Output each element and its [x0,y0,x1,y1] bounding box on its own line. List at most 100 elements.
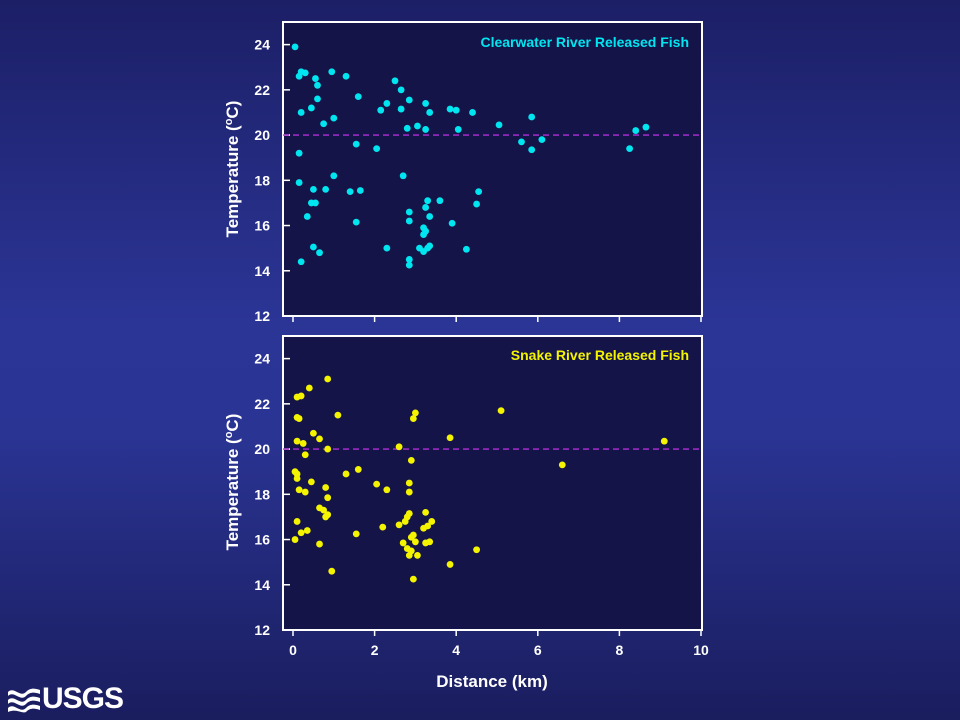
snake-data-point [422,509,429,516]
clearwater-data-point [495,121,503,129]
snake-data-point [324,494,332,502]
snake-data-point [373,480,381,488]
clearwater-data-point [322,185,330,193]
snake-data-point [299,440,307,447]
clearwater-data-point [320,120,327,128]
snake-data-point [660,437,668,445]
snake-data-point [334,411,342,419]
clearwater-data-point [397,86,405,94]
snake-data-point [558,461,566,469]
clearwater-data-point [405,261,413,269]
snake-data-point [310,429,317,437]
snake-data-point [407,456,415,464]
clearwater-data-point [422,126,429,133]
snake-data-point [426,538,434,546]
snake-data-point [324,511,332,519]
clearwater-data-point [469,109,476,116]
snake-x-tick-label: 2 [371,642,379,658]
clearwater-data-point [312,199,319,207]
clearwater-y-tick-label: 20 [254,127,270,143]
clearwater-data-point [303,213,311,220]
clearwater-data-point [632,127,640,134]
clearwater-data-point [373,145,381,153]
clearwater-data-point [422,204,429,211]
clearwater-data-point [538,136,546,144]
snake-y-tick-label: 14 [254,577,270,593]
snake-y-tick-label: 22 [254,396,270,412]
snake-data-point [316,435,323,443]
clearwater-data-point [356,187,364,194]
clearwater-y-tick-label: 12 [254,308,270,324]
clearwater-data-point [397,105,405,113]
clearwater-data-point [352,140,360,148]
snake-data-point [322,484,330,491]
snake-y-tick-label: 24 [254,351,270,367]
snake-data-point [303,527,311,534]
snake-data-point [324,445,332,453]
clearwater-data-point [518,138,525,146]
snake-data-point [428,518,436,525]
clearwater-data-point [297,258,305,266]
clearwater-data-point [314,95,321,103]
clearwater-data-point [405,96,413,104]
clearwater-y-tick-label: 18 [254,172,270,188]
clearwater-data-point [377,106,385,114]
snake-data-point [405,510,413,517]
snake-plot-area [282,335,703,631]
usgs-wordmark: USGS [42,682,124,715]
clearwater-data-point [291,43,299,51]
clearwater-data-point [436,197,444,205]
snake-data-point [473,546,480,554]
clearwater-data-point [422,100,429,107]
snake-data-point [379,523,387,531]
clearwater-data-point [346,188,354,196]
clearwater-data-point [446,105,454,113]
clearwater-data-point [352,218,360,226]
clearwater-data-point [422,227,429,235]
snake-data-point [297,529,305,537]
clearwater-data-point [310,185,317,193]
snake-data-point [446,561,454,568]
clearwater-data-point [426,109,434,116]
snake-data-point [412,409,419,417]
clearwater-data-point [452,106,460,114]
clearwater-data-point [316,249,323,257]
snake-data-point [297,392,305,400]
clearwater-y-tick-label: 24 [254,37,270,53]
snake-title: Snake River Released Fish [511,347,689,363]
clearwater-data-point [463,245,470,253]
clearwater-data-point [420,248,427,255]
clearwater-data-point [405,208,413,216]
snake-data-point [293,518,301,525]
snake-y-tick-label: 18 [254,486,270,502]
clearwater-data-point [342,72,350,80]
x-axis-label: Distance (km) [436,672,547,691]
snake-data-point [324,375,332,383]
snake-data-point [352,530,360,538]
clearwater-data-point [426,213,434,220]
clearwater-data-point [528,146,536,154]
clearwater-data-point [405,256,413,263]
snake-data-point [405,479,413,487]
snake-x-tick-label: 0 [289,642,297,658]
snake-data-point [291,536,299,543]
clearwater-data-point [426,242,434,250]
clearwater-data-point [473,200,480,208]
clearwater-data-point [391,77,399,85]
clearwater-data-point [528,113,536,121]
snake-x-tick-label: 4 [452,642,460,658]
clearwater-data-point [312,75,319,82]
snake-x-tick-label: 10 [693,642,709,658]
clearwater-data-point [297,109,305,116]
snake-data-point [497,407,505,415]
snake-data-point [301,488,309,496]
snake-data-point [395,443,403,451]
clearwater-data-point [295,149,303,157]
snake-data-point [412,538,419,546]
snake-y-tick-label: 20 [254,441,270,457]
snake-data-point [293,437,301,445]
snake-data-point [399,539,407,547]
clearwater-y-tick-label: 16 [254,218,270,234]
